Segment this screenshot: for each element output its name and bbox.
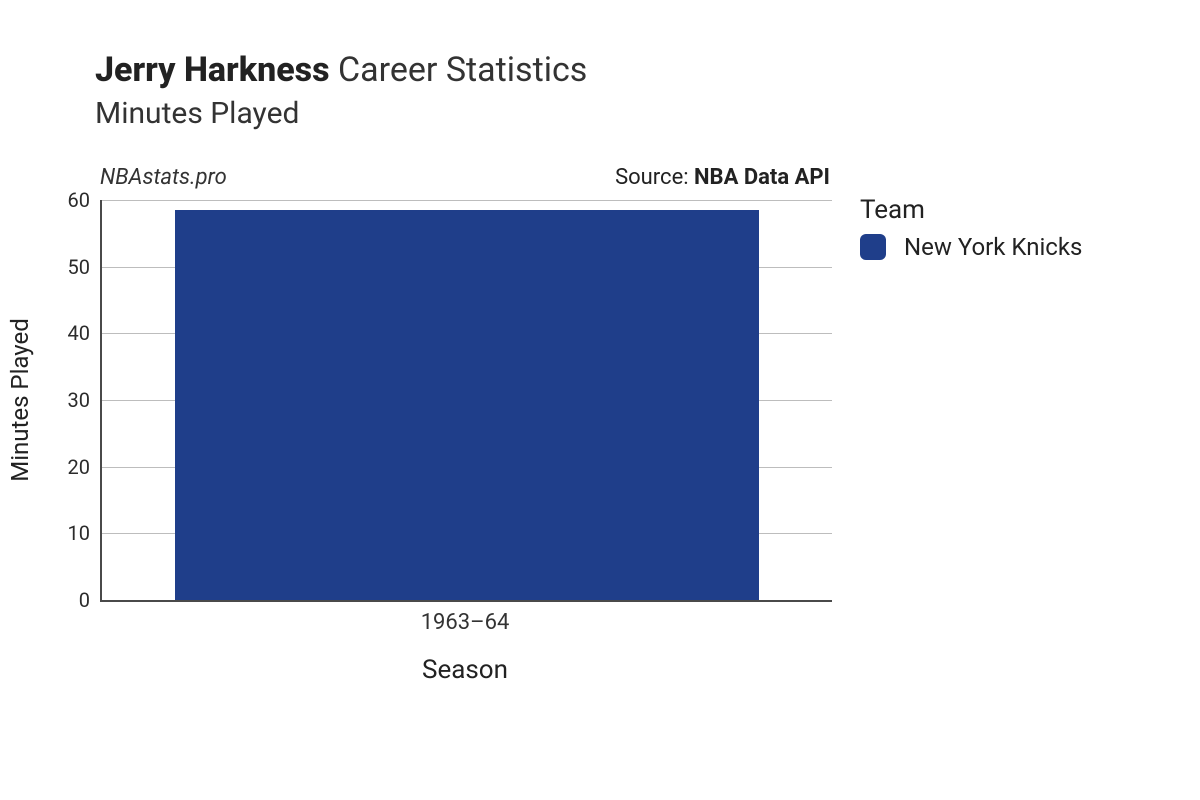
- y-tick-label: 20: [50, 455, 90, 479]
- x-tick-label: 1963–64: [421, 610, 510, 635]
- legend-label: New York Knicks: [904, 233, 1082, 261]
- plot-area: [100, 200, 832, 602]
- chart-container: Jerry Harkness Career Statistics Minutes…: [0, 0, 1200, 800]
- title-block: Jerry Harkness Career Statistics Minutes…: [95, 50, 587, 131]
- y-tick-label: 40: [50, 321, 90, 345]
- title-suffix: Career Statistics: [338, 50, 587, 90]
- player-name: Jerry Harkness: [95, 50, 330, 90]
- y-tick-label: 60: [50, 188, 90, 212]
- y-tick-label: 50: [50, 255, 90, 279]
- site-credit: NBAstats.pro: [100, 165, 227, 190]
- legend-item: New York Knicks: [860, 233, 1082, 261]
- y-tick-label: 0: [50, 588, 90, 612]
- y-tick-label: 10: [50, 521, 90, 545]
- chart-subtitle: Minutes Played: [95, 96, 587, 131]
- chart-title-line1: Jerry Harkness Career Statistics: [95, 50, 587, 90]
- legend-title: Team: [860, 195, 1082, 225]
- x-axis-title: Season: [100, 655, 830, 685]
- source-credit: Source: NBA Data API: [615, 165, 830, 190]
- source-name: NBA Data API: [694, 165, 830, 190]
- legend-swatch: [860, 234, 886, 260]
- gridline: [102, 200, 832, 201]
- meta-row: NBAstats.pro Source: NBA Data API: [100, 165, 830, 190]
- y-tick-label: 30: [50, 388, 90, 412]
- y-axis-title: Minutes Played: [6, 318, 34, 482]
- legend: Team New York Knicks: [860, 195, 1082, 261]
- bar: [175, 210, 759, 600]
- source-prefix: Source:: [615, 165, 694, 190]
